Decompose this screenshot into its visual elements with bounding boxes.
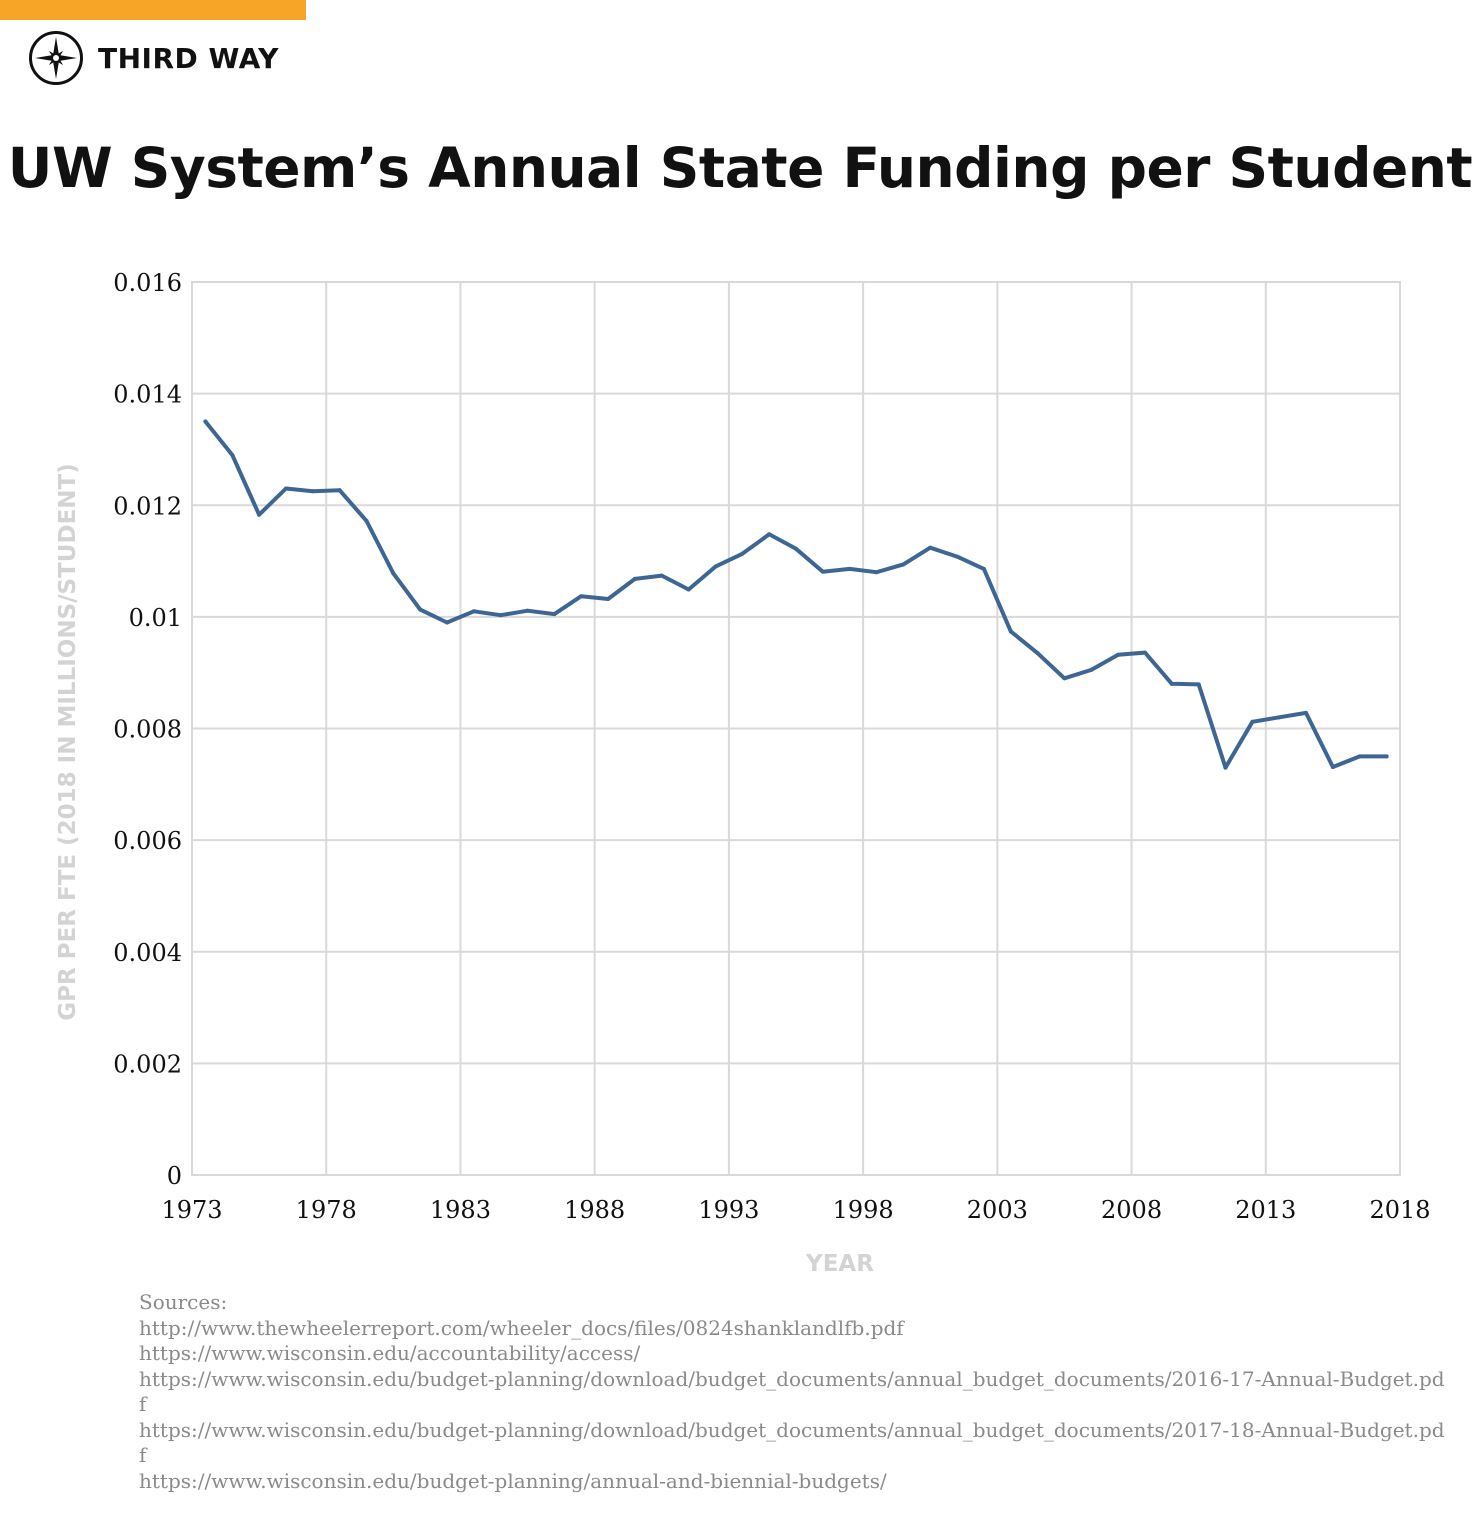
data-point xyxy=(632,576,637,581)
data-point xyxy=(1223,765,1228,770)
y-tick-label: 0.016 xyxy=(113,269,182,297)
brand-logo: THIRD WAY xyxy=(28,30,279,86)
data-point xyxy=(767,532,772,537)
data-point xyxy=(1062,676,1067,681)
x-axis-title: YEAR xyxy=(805,1251,874,1277)
y-tick-label: 0 xyxy=(167,1162,182,1190)
data-point xyxy=(579,594,584,599)
data-point xyxy=(1330,765,1335,770)
data-point xyxy=(257,512,262,517)
data-point xyxy=(981,566,986,571)
x-tick-label: 1998 xyxy=(833,1196,894,1224)
x-tick-label: 2008 xyxy=(1101,1196,1162,1224)
y-tick-label: 0.004 xyxy=(113,939,182,967)
grid xyxy=(191,281,1401,1176)
data-point xyxy=(525,608,530,613)
data-point xyxy=(1035,651,1040,656)
x-tick-label: 1988 xyxy=(564,1196,625,1224)
source-link[interactable]: https://www.wisconsin.edu/budget-plannin… xyxy=(139,1468,887,1493)
x-tick-label: 1973 xyxy=(161,1196,222,1224)
series xyxy=(203,419,1389,770)
data-point xyxy=(1089,667,1094,672)
data-point xyxy=(1250,719,1255,724)
compass-star-icon xyxy=(29,31,83,85)
y-tick-label: 0.006 xyxy=(113,827,182,855)
data-point xyxy=(606,597,611,602)
data-point xyxy=(310,489,315,494)
y-tick-label: 0.014 xyxy=(113,381,182,409)
data-point xyxy=(498,613,503,618)
data-point xyxy=(1008,629,1013,634)
source-link[interactable]: https://www.wisconsin.edu/budget-plannin… xyxy=(139,1366,1445,1417)
data-point xyxy=(955,554,960,559)
x-tick-label: 1993 xyxy=(698,1196,759,1224)
x-axis-ticks: 1973 1978 1983 1988 1993 1998 2003 2008 2013 2018 xyxy=(161,1196,1430,1224)
data-point xyxy=(874,570,879,575)
data-point xyxy=(713,564,718,569)
data-point xyxy=(230,453,235,458)
data-point xyxy=(847,566,852,571)
y-tick-label: 0.01 xyxy=(129,604,182,632)
data-point xyxy=(471,609,476,614)
y-axis-title: GPR PER FTE (2018 IN MILLIONS/STUDENT) xyxy=(55,463,81,1020)
accent-bar xyxy=(0,0,306,20)
chart-title: UW System’s Annual State Funding per Stu… xyxy=(7,136,1473,200)
data-point xyxy=(364,518,369,523)
data-point xyxy=(794,546,798,551)
y-tick-label: 0.012 xyxy=(113,492,182,520)
x-tick-label: 1978 xyxy=(296,1196,357,1224)
data-point xyxy=(1304,710,1309,715)
data-point xyxy=(552,612,557,617)
sources: Sources: http://www.thewheelerreport.com… xyxy=(139,1290,1449,1494)
data-point xyxy=(445,620,450,625)
data-point xyxy=(1277,715,1282,720)
data-point xyxy=(740,551,745,556)
data-point xyxy=(418,607,423,612)
x-tick-label: 2018 xyxy=(1369,1196,1430,1224)
data-point xyxy=(1384,754,1389,759)
data-point xyxy=(283,486,288,491)
data-point xyxy=(686,587,691,592)
data-point xyxy=(928,545,933,550)
y-tick-label: 0.002 xyxy=(113,1050,182,1078)
x-tick-label: 2003 xyxy=(967,1196,1028,1224)
data-point xyxy=(1196,682,1201,687)
y-tick-label: 0.008 xyxy=(113,716,182,744)
data-point xyxy=(1142,650,1147,655)
data-point xyxy=(901,562,906,567)
source-link[interactable]: https://www.wisconsin.edu/budget-plannin… xyxy=(139,1417,1445,1468)
data-point xyxy=(1169,681,1174,686)
data-point xyxy=(203,419,208,424)
data-point xyxy=(1357,754,1362,759)
y-axis-ticks: 0 0.002 0.004 0.006 0.008 0.01 0.012 0.014 0.016 xyxy=(113,269,182,1190)
data-point xyxy=(337,488,342,493)
data-point xyxy=(659,573,664,578)
data-point xyxy=(1116,652,1121,657)
series-line xyxy=(203,419,1389,770)
source-link[interactable]: http://www.thewheelerreport.com/wheeler_… xyxy=(139,1315,904,1340)
source-link[interactable]: https://www.wisconsin.edu/accountability… xyxy=(139,1341,641,1365)
x-tick-label: 2013 xyxy=(1235,1196,1296,1224)
x-tick-label: 1983 xyxy=(430,1196,491,1224)
data-point xyxy=(391,571,396,576)
sources-heading: Sources: xyxy=(139,1290,228,1314)
brand-name: THIRD WAY xyxy=(98,41,279,75)
data-point xyxy=(820,569,825,574)
